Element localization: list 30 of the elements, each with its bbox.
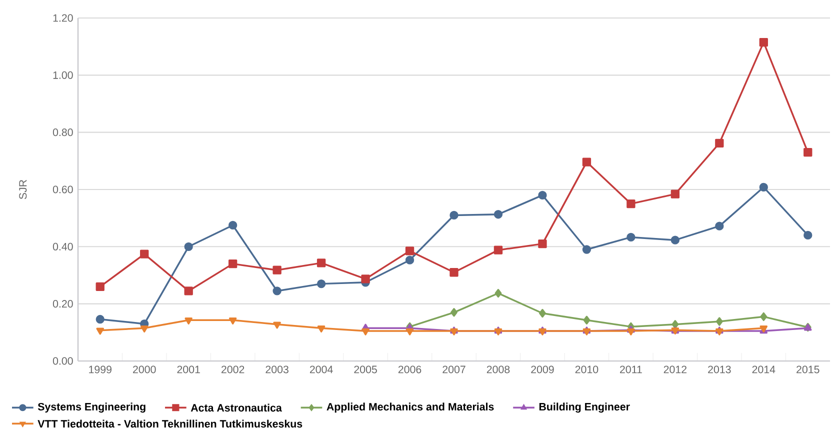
y-tick-label: 0.20 [52, 300, 73, 308]
legend-label: Applied Mechanics and Materials [326, 402, 494, 413]
y-tick-label: 0.80 [52, 128, 73, 136]
x-tick-label: 2010 [575, 366, 598, 374]
x-tick-label: 2012 [664, 366, 686, 374]
x-tick-label: 2003 [266, 366, 288, 374]
y-tick-label: 1.00 [53, 71, 73, 79]
x-tick-label: 2011 [620, 366, 642, 374]
y-tick-label: 0.00 [52, 357, 73, 365]
y-tick-label: 0.60 [52, 186, 73, 194]
x-tick-label: 2009 [531, 366, 554, 374]
legend-label: VTT Tiedotteita - Valtion Teknillinen Tutkimuskeskus [38, 420, 302, 428]
x-tick-label: 2007 [442, 366, 466, 374]
x-tick-label: 2014 [752, 366, 776, 374]
x-tick-label: 2005 [354, 366, 377, 374]
x-tick-label: 2013 [708, 366, 731, 374]
legend-label: Building Engineer [539, 402, 630, 413]
x-tick-label: 2001 [177, 366, 200, 374]
x-tick-label: 2015 [796, 366, 820, 374]
y-axis-title: SJR [19, 180, 27, 200]
x-tick-label: 2002 [222, 366, 244, 374]
legend-label: Systems Engineering [38, 402, 146, 413]
x-tick-label: 2006 [398, 366, 422, 374]
x-tick-label: 1999 [89, 366, 112, 374]
x-tick-label: 2008 [486, 366, 510, 374]
x-tick-label: 2000 [133, 366, 156, 374]
x-tick-label: 2004 [310, 366, 333, 374]
y-tick-label: 0.40 [52, 242, 73, 250]
legend-label: Acta Astronautica [190, 404, 282, 412]
y-tick-label: 1.20 [53, 14, 73, 22]
